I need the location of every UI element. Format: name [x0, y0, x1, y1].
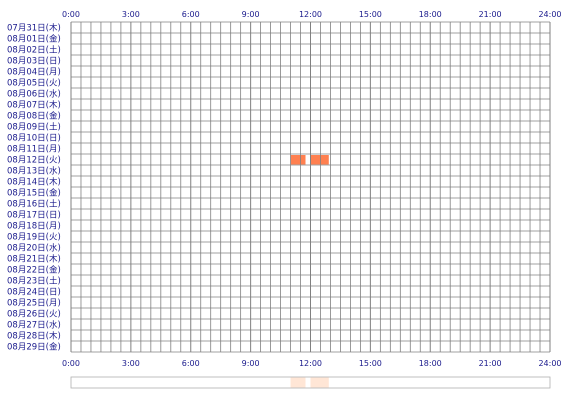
row-label-25: 08月25日(月) — [7, 299, 61, 309]
x-tick-top-2: 6:00 — [182, 10, 200, 19]
row-label-6: 08月06日(水) — [7, 89, 61, 100]
x-tick-top-0: 0:00 — [62, 10, 80, 19]
row-label-3: 08月03日(日) — [7, 57, 61, 67]
active-cell-1 — [310, 155, 321, 165]
row-label-1: 08月01日(金) — [7, 34, 61, 45]
row-label-7: 08月07日(木) — [7, 100, 61, 111]
row-label-24: 08月24日(日) — [7, 288, 61, 298]
row-label-18: 08月18日(月) — [7, 222, 61, 232]
x-tick-bottom-6: 18:00 — [419, 359, 442, 368]
row-label-13: 08月13日(水) — [7, 166, 61, 177]
x-tick-top-6: 18:00 — [419, 10, 442, 19]
summary-segment-2 — [320, 377, 329, 388]
row-label-20: 08月20日(水) — [7, 243, 61, 254]
x-tick-top-5: 15:00 — [359, 10, 382, 19]
row-label-16: 08月16日(土) — [7, 199, 61, 210]
row-label-27: 08月27日(水) — [7, 320, 61, 331]
row-label-28: 08月28日(木) — [7, 331, 61, 342]
row-label-10: 08月10日(日) — [7, 134, 61, 144]
row-label-2: 08月02日(土) — [7, 45, 61, 56]
row-label-9: 08月09日(土) — [7, 122, 61, 133]
x-tick-top-8: 24:00 — [538, 10, 561, 19]
row-label-26: 08月26日(火) — [7, 310, 61, 320]
row-label-29: 08月29日(金) — [7, 342, 61, 353]
active-cell-2 — [320, 155, 329, 165]
x-tick-top-3: 9:00 — [242, 10, 260, 19]
row-label-14: 08月14日(木) — [7, 177, 61, 188]
row-label-8: 08月08日(金) — [7, 111, 61, 122]
active-cell-0 — [290, 155, 306, 165]
summary-segment-1 — [310, 377, 321, 388]
row-label-23: 08月23日(土) — [7, 276, 61, 287]
row-label-12: 08月12日(火) — [7, 156, 61, 166]
row-label-22: 08月22日(金) — [7, 265, 61, 276]
x-tick-bottom-1: 3:00 — [122, 359, 140, 368]
x-tick-bottom-8: 24:00 — [538, 359, 561, 368]
x-tick-bottom-7: 21:00 — [479, 359, 502, 368]
row-label-0: 07月31日(木) — [7, 23, 61, 34]
summary-segment-0 — [290, 377, 306, 388]
x-tick-bottom-3: 9:00 — [242, 359, 260, 368]
row-label-21: 08月21日(木) — [7, 254, 61, 265]
x-tick-bottom-0: 0:00 — [62, 359, 80, 368]
x-tick-top-1: 3:00 — [122, 10, 140, 19]
row-label-17: 08月17日(日) — [7, 211, 61, 221]
row-label-11: 08月11日(月) — [7, 145, 61, 155]
row-label-19: 08月19日(火) — [7, 233, 61, 243]
x-tick-top-4: 12:00 — [299, 10, 322, 19]
x-tick-bottom-2: 6:00 — [182, 359, 200, 368]
row-label-4: 08月04日(月) — [7, 68, 61, 78]
x-tick-bottom-4: 12:00 — [299, 359, 322, 368]
row-label-5: 08月05日(火) — [7, 79, 61, 89]
x-tick-top-7: 21:00 — [479, 10, 502, 19]
x-tick-bottom-5: 15:00 — [359, 359, 382, 368]
row-label-15: 08月15日(金) — [7, 188, 61, 199]
